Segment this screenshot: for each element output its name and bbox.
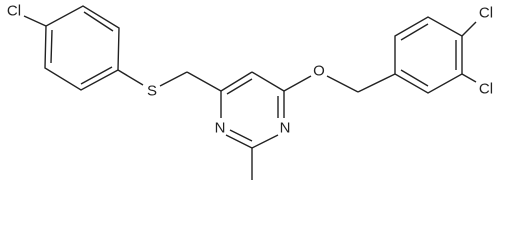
double-bond [400,69,429,87]
atom-label: S [147,83,157,100]
double-bond [50,29,53,64]
bond [23,15,47,27]
atom-label: Cl [479,81,493,98]
bond [326,75,359,93]
bond [251,71,285,92]
bond [251,134,279,149]
bond [357,73,396,93]
molecule: Cl S N N O Cl Cl [7,3,493,180]
bonds [23,5,477,180]
bond [461,21,477,37]
double-bond [83,11,114,32]
double-bond [80,66,113,85]
bond [461,73,477,83]
ring [394,16,463,94]
bond [220,71,253,92]
bond [186,71,222,92]
atom-label: Cl [479,5,493,22]
atom-label: N [215,120,226,137]
atom-label: Cl [7,3,21,20]
ring [44,5,120,91]
double-bond [400,23,429,41]
bond [117,69,144,86]
bond [225,134,253,149]
bond [159,71,188,87]
atom-label: O [313,63,325,80]
double-bond [229,129,253,142]
double-bond [226,78,253,95]
atom-label: N [280,120,291,137]
bond [283,75,312,92]
